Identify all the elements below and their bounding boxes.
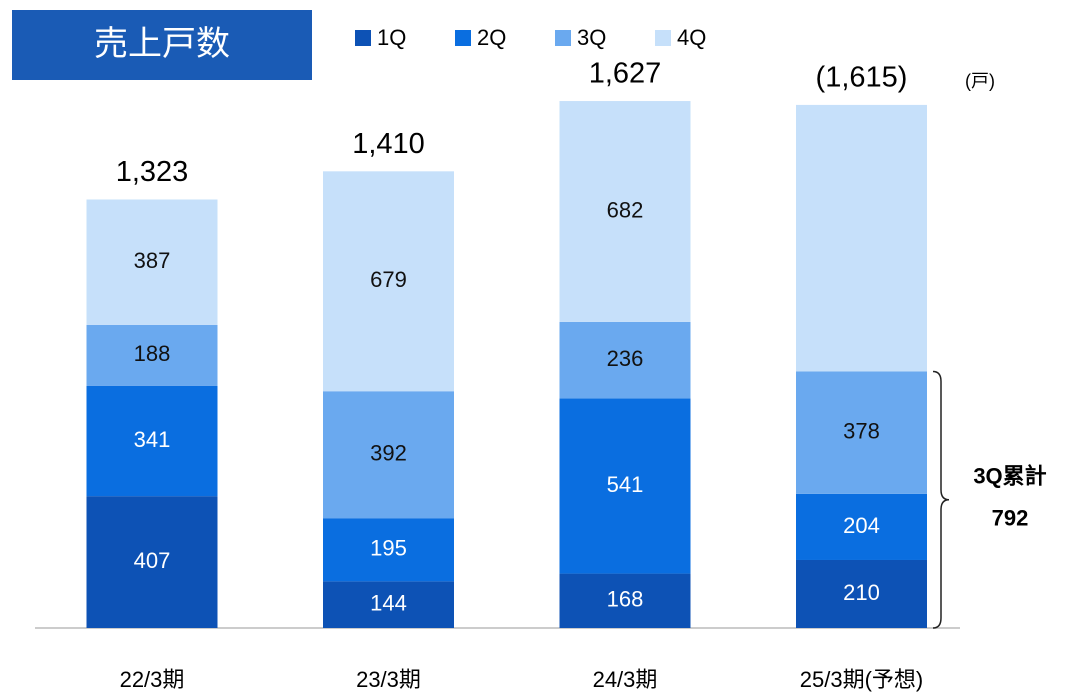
data-label: 195 <box>370 536 407 561</box>
legend-swatch <box>355 30 371 46</box>
annotation-label: 3Q累計 <box>973 464 1046 489</box>
data-label: 541 <box>607 472 644 497</box>
data-label: 236 <box>607 346 644 371</box>
data-label: 378 <box>843 419 880 444</box>
legend-label: 3Q <box>577 25 606 50</box>
bar-segment <box>323 518 454 582</box>
legend-label: 2Q <box>477 25 506 50</box>
data-label: 682 <box>607 197 644 222</box>
bar-segment <box>559 101 691 322</box>
data-label: 210 <box>843 580 880 605</box>
chart-title: 売上戸数 <box>94 25 230 63</box>
x-tick-label: 24/3期 <box>593 667 658 692</box>
bar-segment <box>86 385 218 497</box>
data-label: 392 <box>370 441 407 466</box>
title-box <box>12 10 312 80</box>
legend-label: 4Q <box>677 25 706 50</box>
legend-swatch <box>555 30 571 46</box>
bar-segment <box>559 321 691 399</box>
bar-segment <box>796 493 927 560</box>
data-label: 168 <box>607 587 644 612</box>
total-label: 1,627 <box>589 58 662 90</box>
unit-label: (戸) <box>965 71 995 91</box>
data-label: 407 <box>134 548 171 573</box>
total-label: 1,323 <box>116 156 189 188</box>
bar-segment <box>323 391 454 519</box>
x-tick-label: 23/3期 <box>356 667 421 692</box>
bar-segment <box>796 559 927 628</box>
legend-swatch <box>455 30 471 46</box>
data-label: 204 <box>843 513 880 538</box>
bar-segment <box>86 199 218 325</box>
legend-label: 1Q <box>377 25 406 50</box>
bar-segment <box>323 171 454 392</box>
bracket <box>932 370 950 629</box>
total-label: 1,410 <box>352 128 425 160</box>
bar-segment <box>559 573 691 628</box>
bar-segment <box>559 398 691 574</box>
total-label: (1,615) <box>816 62 908 94</box>
x-tick-label: 22/3期 <box>120 667 185 692</box>
legend-swatch <box>655 30 671 46</box>
x-tick-label: 25/3期(予想) <box>800 667 923 692</box>
bar-segment <box>86 496 218 628</box>
data-label: 341 <box>134 427 171 452</box>
bar-segment <box>86 324 218 386</box>
annotation-value: 792 <box>992 506 1029 531</box>
data-label: 679 <box>370 267 407 292</box>
data-label: 387 <box>134 248 171 273</box>
bar-segment <box>796 104 927 372</box>
data-label: 144 <box>370 590 407 615</box>
data-label: 188 <box>134 341 171 366</box>
bar-segment <box>796 371 927 494</box>
bar-segment <box>323 581 454 628</box>
